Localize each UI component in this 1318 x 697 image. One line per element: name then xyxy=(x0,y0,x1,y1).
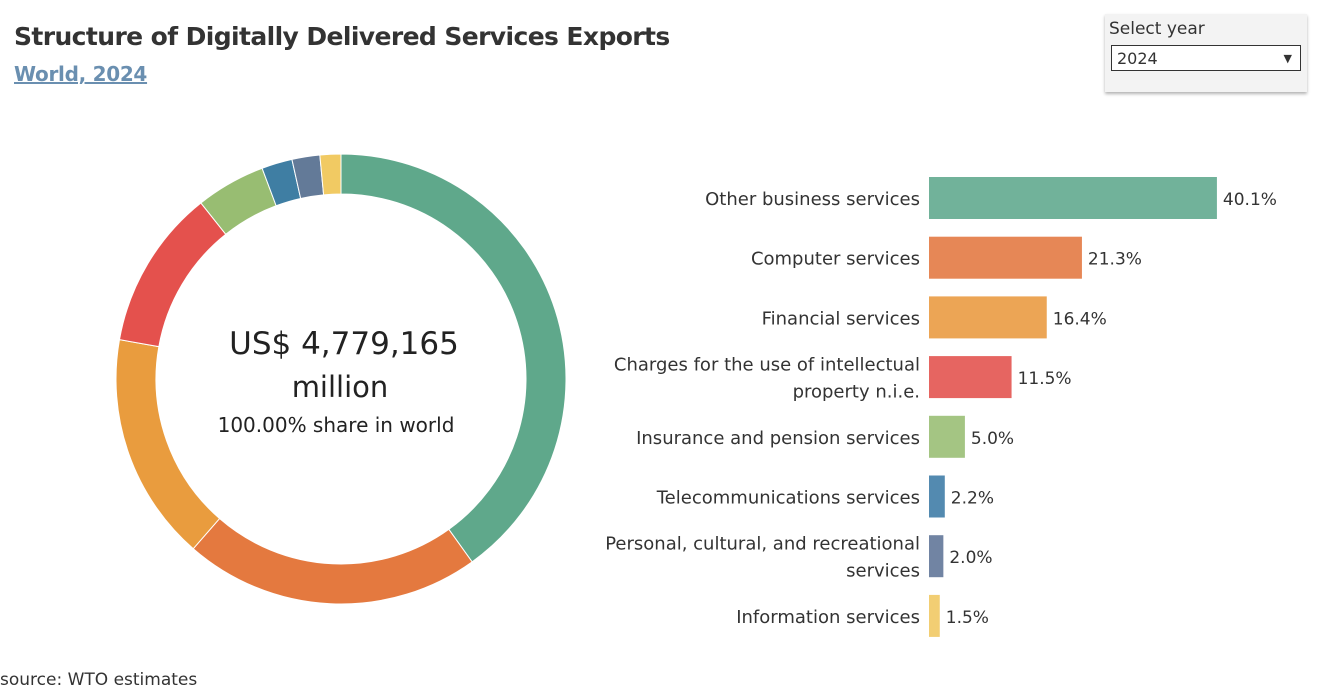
donut-chart xyxy=(115,153,567,605)
source-note: source: WTO estimates xyxy=(0,670,198,690)
category-label: Information services xyxy=(736,607,920,628)
subtitle-link[interactable]: World, 2024 xyxy=(14,62,148,86)
center-total: US$ 4,779,165 xyxy=(229,326,459,362)
bar-chart: 40.1% Other business services 21.3% Compute… xyxy=(605,177,1277,637)
year-select-value: 2024 xyxy=(1117,49,1158,68)
center-unit: million xyxy=(292,370,389,404)
category-label: Other business services xyxy=(705,189,920,210)
center-share: 100.00% share in world xyxy=(218,413,455,437)
category-label: services xyxy=(846,561,920,582)
donut-slice[interactable] xyxy=(115,339,221,550)
bar[interactable] xyxy=(929,236,1082,279)
year-filter: Select year 2024 ▼ xyxy=(1105,14,1307,92)
bar-value-label: 5.0% xyxy=(971,429,1014,449)
donut-slice[interactable] xyxy=(319,153,342,196)
chevron-down-icon: ▼ xyxy=(1283,52,1292,65)
bar[interactable] xyxy=(929,535,944,578)
category-label: Computer services xyxy=(751,249,920,270)
donut-slice[interactable] xyxy=(340,153,567,563)
category-label: property n.i.e. xyxy=(793,382,920,403)
category-label: Personal, cultural, and recreational xyxy=(605,534,920,555)
bar[interactable] xyxy=(929,475,945,518)
category-label: Insurance and pension services xyxy=(636,428,920,449)
bar-value-label: 2.2% xyxy=(951,489,994,509)
bar-value-label: 16.4% xyxy=(1053,309,1107,329)
bar-value-label: 1.5% xyxy=(946,608,989,628)
bar-value-label: 21.3% xyxy=(1088,250,1142,270)
bar-value-label: 2.0% xyxy=(949,548,992,568)
donut-slice[interactable] xyxy=(192,517,473,605)
page-title: Structure of Digitally Delivered Service… xyxy=(14,22,670,51)
category-label: Financial services xyxy=(762,308,920,329)
bar[interactable] xyxy=(929,594,940,637)
year-filter-label: Select year xyxy=(1109,19,1205,39)
year-select[interactable]: 2024 ▼ xyxy=(1111,45,1301,71)
category-label: Charges for the use of intellectual xyxy=(614,355,920,376)
bar[interactable] xyxy=(929,177,1217,219)
bar[interactable] xyxy=(929,356,1012,399)
donut-slice[interactable] xyxy=(118,202,227,348)
bar-value-label: 11.5% xyxy=(1018,369,1072,389)
bar[interactable] xyxy=(929,296,1047,339)
bar[interactable] xyxy=(929,415,965,458)
category-label: Telecommunications services xyxy=(656,488,920,509)
bar-value-label: 40.1% xyxy=(1223,190,1277,210)
